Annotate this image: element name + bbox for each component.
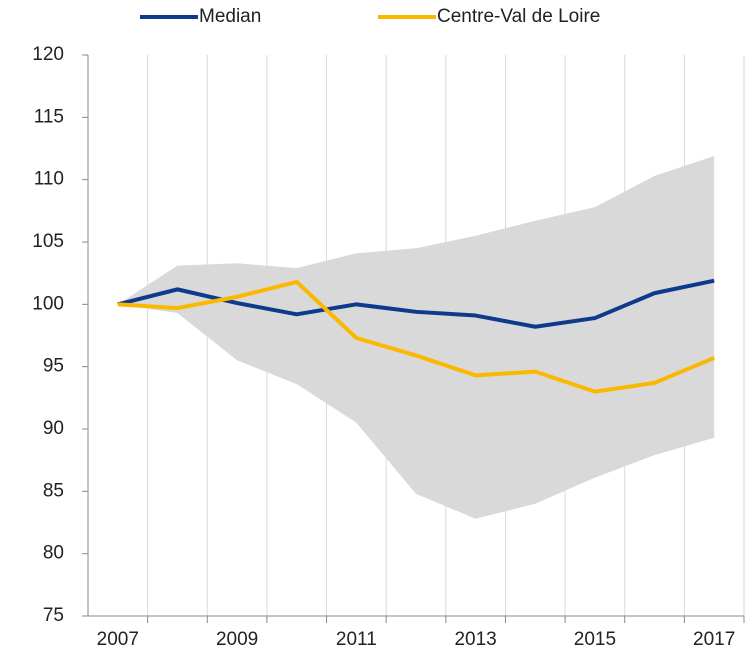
legend-label: Median bbox=[199, 6, 261, 27]
y-tick-label: 100 bbox=[32, 293, 64, 314]
x-tick-label: 2017 bbox=[693, 629, 735, 650]
y-tick-label: 80 bbox=[43, 543, 64, 564]
y-tick-label: 75 bbox=[43, 605, 64, 626]
y-tick-label: 110 bbox=[34, 169, 64, 190]
y-tick-label: 120 bbox=[32, 44, 64, 65]
x-tick-label: 2015 bbox=[574, 629, 616, 650]
x-tick-label: 2007 bbox=[97, 629, 139, 650]
y-tick-label: 85 bbox=[43, 480, 64, 501]
y-tick-label: 105 bbox=[32, 231, 64, 252]
x-tick-label: 2009 bbox=[216, 629, 258, 650]
legend-label: Centre-Val de Loire bbox=[437, 6, 600, 27]
x-tick-label: 2013 bbox=[454, 629, 496, 650]
y-tick-label: 90 bbox=[43, 418, 64, 439]
series-line bbox=[117, 279, 715, 394]
y-tick-label: 115 bbox=[34, 106, 64, 127]
y-tick-label: 95 bbox=[43, 356, 64, 377]
series-line bbox=[117, 278, 715, 329]
x-tick-label: 2011 bbox=[336, 629, 377, 650]
